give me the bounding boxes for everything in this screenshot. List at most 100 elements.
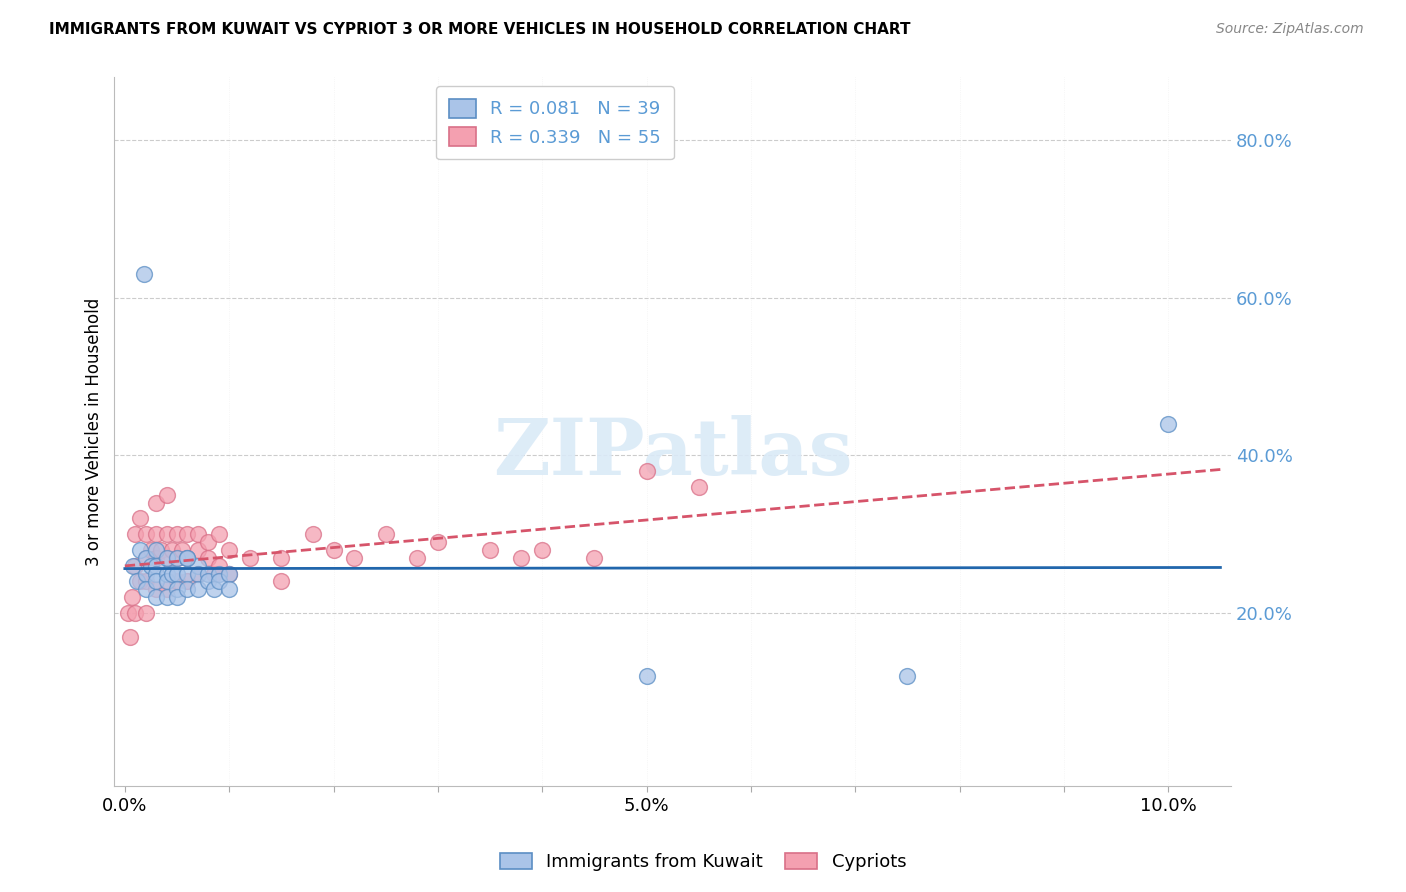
Point [583,550,606,565]
Point [145,590,167,604]
Point [176,574,198,589]
Text: Source: ZipAtlas.com: Source: ZipAtlas.com [1216,22,1364,37]
Point [129,511,152,525]
Point [166,566,188,581]
Point [160,566,183,581]
Point [172,542,194,557]
Point [139,542,162,557]
Point [166,550,188,565]
Point [688,480,710,494]
Point [197,535,219,549]
Point [176,550,198,565]
Point [187,527,209,541]
Point [166,527,188,541]
Point [150,542,173,557]
Point [135,566,157,581]
Point [166,574,188,589]
Point [197,550,219,565]
Point [197,574,219,589]
Point [166,550,188,565]
Point [155,527,177,541]
Point [636,464,658,478]
Point [145,542,167,557]
Point [636,669,658,683]
Point [218,542,240,557]
Point [187,566,209,581]
Legend: Immigrants from Kuwait, Cypriots: Immigrants from Kuwait, Cypriots [492,846,914,879]
Text: ZIPatlas: ZIPatlas [494,415,852,491]
Point [135,606,157,620]
Point [121,590,143,604]
Point [187,558,209,573]
Point [208,574,231,589]
Legend: R = 0.081   N = 39, R = 0.339   N = 55: R = 0.081 N = 39, R = 0.339 N = 55 [436,87,673,160]
Point [155,550,177,565]
Point [176,550,198,565]
Point [343,550,366,565]
Text: IMMIGRANTS FROM KUWAIT VS CYPRIOT 3 OR MORE VEHICLES IN HOUSEHOLD CORRELATION CH: IMMIGRANTS FROM KUWAIT VS CYPRIOT 3 OR M… [49,22,911,37]
Point [406,550,429,565]
Point [197,566,219,581]
Point [145,496,167,510]
Point [135,550,157,565]
Point [129,574,152,589]
Point [155,566,177,581]
Y-axis label: 3 or more Vehicles in Household: 3 or more Vehicles in Household [86,298,103,566]
Point [531,542,554,557]
Point [176,582,198,597]
Point [187,542,209,557]
Point [145,550,167,565]
Point [218,582,240,597]
Point [122,558,145,573]
Point [218,566,240,581]
Point [322,542,344,557]
Point [479,542,502,557]
Point [127,574,149,589]
Point [120,630,142,644]
Point [135,550,157,565]
Point [124,606,146,620]
Point [239,550,262,565]
Point [135,582,157,597]
Point [155,590,177,604]
Point [135,527,157,541]
Point [270,550,292,565]
Point [145,582,167,597]
Point [124,527,146,541]
Point [187,566,209,581]
Point [145,527,167,541]
Point [139,558,162,573]
Point [202,582,225,597]
Point [1157,417,1180,431]
Point [135,574,157,589]
Point [132,268,155,282]
Point [145,574,167,589]
Point [426,535,449,549]
Point [896,669,918,683]
Point [202,566,225,581]
Point [176,527,198,541]
Point [301,527,323,541]
Point [176,550,198,565]
Point [176,566,198,581]
Point [155,582,177,597]
Point [374,527,396,541]
Point [155,488,177,502]
Point [166,582,188,597]
Point [160,542,183,557]
Point [155,550,177,565]
Point [218,566,240,581]
Point [145,566,167,581]
Point [129,542,152,557]
Point [166,590,188,604]
Point [208,558,231,573]
Point [187,582,209,597]
Point [208,527,231,541]
Point [270,574,292,589]
Point [208,566,231,581]
Point [510,550,533,565]
Point [145,558,167,573]
Point [117,606,139,620]
Point [155,574,177,589]
Point [124,558,146,573]
